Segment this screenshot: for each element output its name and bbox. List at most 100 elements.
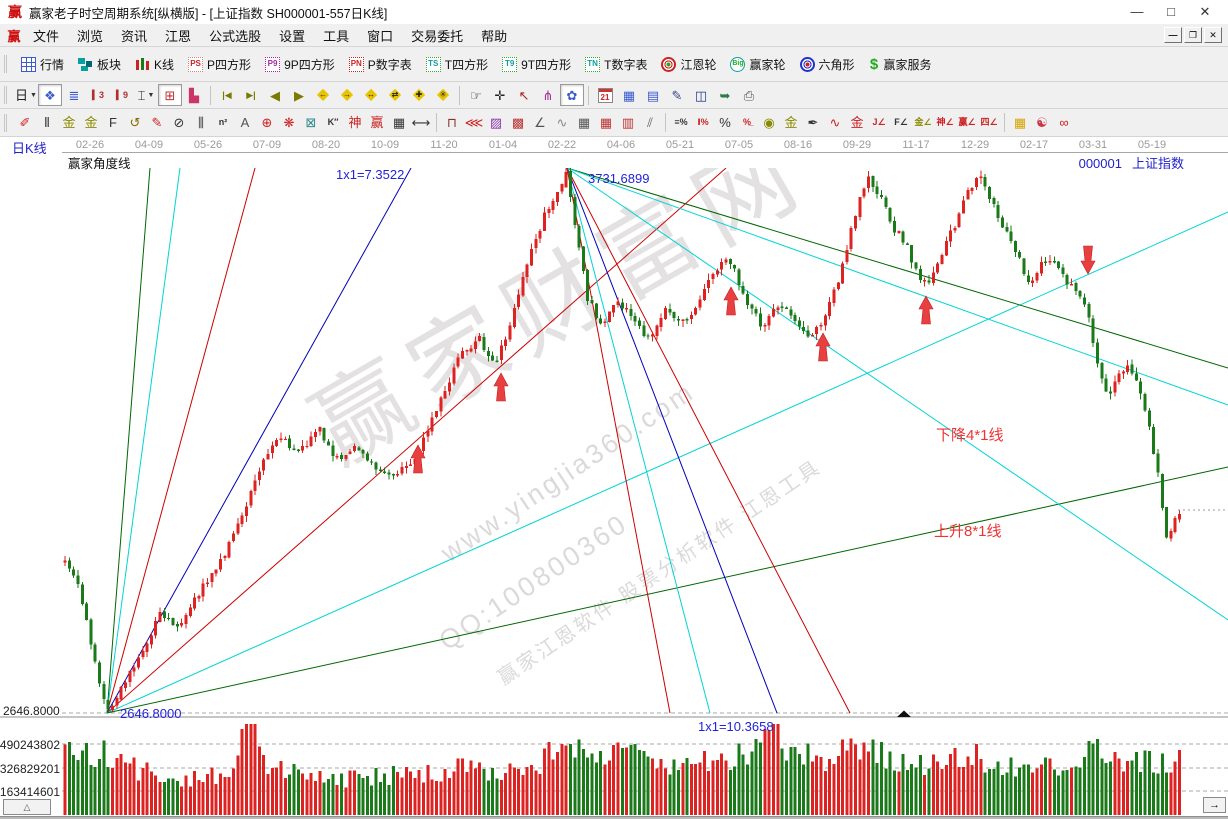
toolbar-button-9p-square[interactable]: P9 9P四方形	[258, 54, 342, 75]
mdi-minimize-icon[interactable]: —	[1164, 27, 1182, 43]
tool-box-range[interactable]: ⊓	[441, 112, 463, 134]
tool-candle-type[interactable]: ⌶ ▼	[134, 84, 158, 106]
menu-item-browse[interactable]: 浏览	[77, 28, 104, 44]
menu-item-tools[interactable]: 工具	[323, 28, 350, 44]
tool-expand-v[interactable]: ◆ ✚	[407, 84, 431, 106]
tool-red-grid-2[interactable]: ▥	[617, 112, 639, 134]
tool-mark-brush[interactable]: ✎	[146, 112, 168, 134]
tool-percent-list[interactable]: ≡%	[670, 112, 692, 134]
tool-yin-yang[interactable]: ☯	[1031, 112, 1053, 134]
toolbar-button-winner-service[interactable]: $ 赢家服务	[862, 54, 939, 75]
tool-shift-left[interactable]: ◆ ←	[311, 84, 335, 106]
pan-up-button[interactable]: △	[3, 799, 51, 815]
tool-ray-fan[interactable]: ⋘	[463, 112, 485, 134]
tool-compress-h[interactable]: ◆ ⇄	[383, 84, 407, 106]
tool-grid-cross[interactable]: ⊠	[300, 112, 322, 134]
tool-k-mark[interactable]: K″	[322, 112, 344, 134]
toolbar-button-hexagon[interactable]: 六角形	[793, 54, 862, 75]
tool-angle-f[interactable]: F∠	[890, 112, 912, 134]
tool-crosshair-tool[interactable]: ✛	[488, 84, 512, 106]
tool-purple-box[interactable]: ▨	[485, 112, 507, 134]
tool-angle-four[interactable]: 四∠	[978, 112, 1000, 134]
menu-item-window[interactable]: 窗口	[367, 28, 394, 44]
tool-dense-lines[interactable]: ⫼	[190, 112, 212, 134]
toolbar-button-kline[interactable]: K线	[128, 54, 181, 75]
tool-gold-ratio-lines[interactable]: 金	[58, 112, 80, 134]
tool-nav-prev[interactable]: ◀	[263, 84, 287, 106]
pan-right-button[interactable]: →	[1203, 797, 1226, 813]
toolbar-button-t-number-table[interactable]: TN T数字表	[578, 54, 654, 75]
menu-item-gann[interactable]: 江恩	[165, 28, 192, 44]
toolbar-button-sectors[interactable]: 板块	[71, 54, 128, 75]
toolbar-button-p-number-table[interactable]: PN P数字表	[342, 54, 419, 75]
tool-mindmap-tool[interactable]: ✿	[560, 84, 584, 106]
tool-spiral-tool[interactable]: ↺	[124, 112, 146, 134]
maximize-icon[interactable]: □	[1167, 4, 1175, 19]
menu-item-trade-order[interactable]: 交易委托	[411, 28, 464, 44]
minimize-icon[interactable]: —	[1130, 4, 1144, 19]
tool-indicator-bars[interactable]: ▙	[182, 84, 206, 106]
menu-item-settings[interactable]: 设置	[279, 28, 306, 44]
tool-gann-overlay[interactable]: ⊞	[158, 84, 182, 106]
main-chart[interactable]: 赢家财富网www.yingjia360.comQQ:100800360赢家江恩软…	[0, 168, 1228, 816]
tool-nav-next[interactable]: ▶	[287, 84, 311, 106]
tool-nav-first[interactable]: |◀	[215, 84, 239, 106]
tool-cycle-circle[interactable]: ⊘	[168, 112, 190, 134]
tool-angle-shen[interactable]: 神∠	[934, 112, 956, 134]
tool-fibonacci-lines[interactable]: F	[102, 112, 124, 134]
menu-item-file[interactable]: 文件	[33, 28, 60, 44]
menu-item-help[interactable]: 帮助	[481, 28, 508, 44]
tool-chart-bars-9[interactable]: ▍9	[110, 84, 134, 106]
tool-gold-red[interactable]: 金	[846, 112, 868, 134]
tool-print-tool[interactable]: ⎙	[737, 84, 761, 106]
toolbar-button-gann-wheel[interactable]: 江恩轮	[654, 54, 723, 75]
period-label[interactable]: 日K线	[12, 141, 47, 156]
tool-hand-tool[interactable]: ☞	[464, 84, 488, 106]
toolbar-button-t-square[interactable]: TS T四方形	[419, 54, 495, 75]
tool-percent[interactable]: %	[714, 112, 736, 134]
tool-expand-h[interactable]: ◆ ↔	[359, 84, 383, 106]
tool-data-table-tool[interactable]: ▤	[641, 84, 665, 106]
tool-expand-all[interactable]: ◆ ✳	[431, 84, 455, 106]
mdi-restore-icon[interactable]: ❐	[1184, 27, 1202, 43]
tool-measure-tool[interactable]: ↖	[512, 84, 536, 106]
tool-dark-grid[interactable]: ▦	[573, 112, 595, 134]
tool-percent-red[interactable]: Ⅰ%	[692, 112, 714, 134]
toolbar-button-quotes[interactable]: 行情	[14, 54, 71, 75]
tool-gold-price-lines[interactable]: 金	[80, 112, 102, 134]
close-icon[interactable]: ✕	[1199, 4, 1211, 19]
tool-info-page[interactable]: ≣	[62, 84, 86, 106]
tool-color-grid[interactable]: ▦	[1009, 112, 1031, 134]
toolbar-button-9t-square[interactable]: T9 9T四方形	[495, 54, 578, 75]
tool-n-square[interactable]: n²	[212, 112, 234, 134]
tool-wave-channel[interactable]: ∿	[824, 112, 846, 134]
tool-document-tool[interactable]: ✎	[665, 84, 689, 106]
menu-item-news[interactable]: 资讯	[121, 28, 148, 44]
tool-number-grid[interactable]: ▦	[388, 112, 410, 134]
tool-wave-tool[interactable]: ∿	[551, 112, 573, 134]
tool-trend-brush[interactable]: ✐	[14, 112, 36, 134]
tool-time-lines[interactable]: ⫴	[36, 112, 58, 134]
tool-layout-view[interactable]: ❖	[38, 84, 62, 106]
toolbar-button-p-square[interactable]: PS P四方形	[181, 54, 258, 75]
tool-calendar-tool[interactable]: 21	[593, 84, 617, 106]
tool-gold-level[interactable]: 金	[780, 112, 802, 134]
tool-circle-cross[interactable]: ⊕	[256, 112, 278, 134]
tool-ink-brush[interactable]: ✒	[802, 112, 824, 134]
toolbar-button-winner-wheel[interactable]: Big 赢家轮	[723, 54, 792, 75]
tool-nav-last[interactable]: ▶|	[239, 84, 263, 106]
tool-percent-level[interactable]: %̲	[736, 112, 758, 134]
tool-span-arrows[interactable]: ⟷	[410, 112, 432, 134]
tool-period-day[interactable]: 日 ▼	[14, 84, 38, 106]
tool-red-grid-box[interactable]: ▩	[507, 112, 529, 134]
menu-item-formula-stock-pick[interactable]: 公式选股	[209, 28, 262, 44]
tool-infinity-tool[interactable]: ∞	[1053, 112, 1075, 134]
tool-red-grid[interactable]: ▦	[595, 112, 617, 134]
tool-export-tool[interactable]: ➥	[713, 84, 737, 106]
tool-slash-lines[interactable]: ⫽	[639, 112, 661, 134]
tool-save-tool[interactable]: ◫	[689, 84, 713, 106]
tool-chart-bars-3[interactable]: ▍3	[86, 84, 110, 106]
tool-angle-j[interactable]: J∠	[868, 112, 890, 134]
tool-shen-table[interactable]: 神	[344, 112, 366, 134]
tool-calculator-tool[interactable]: ▦	[617, 84, 641, 106]
